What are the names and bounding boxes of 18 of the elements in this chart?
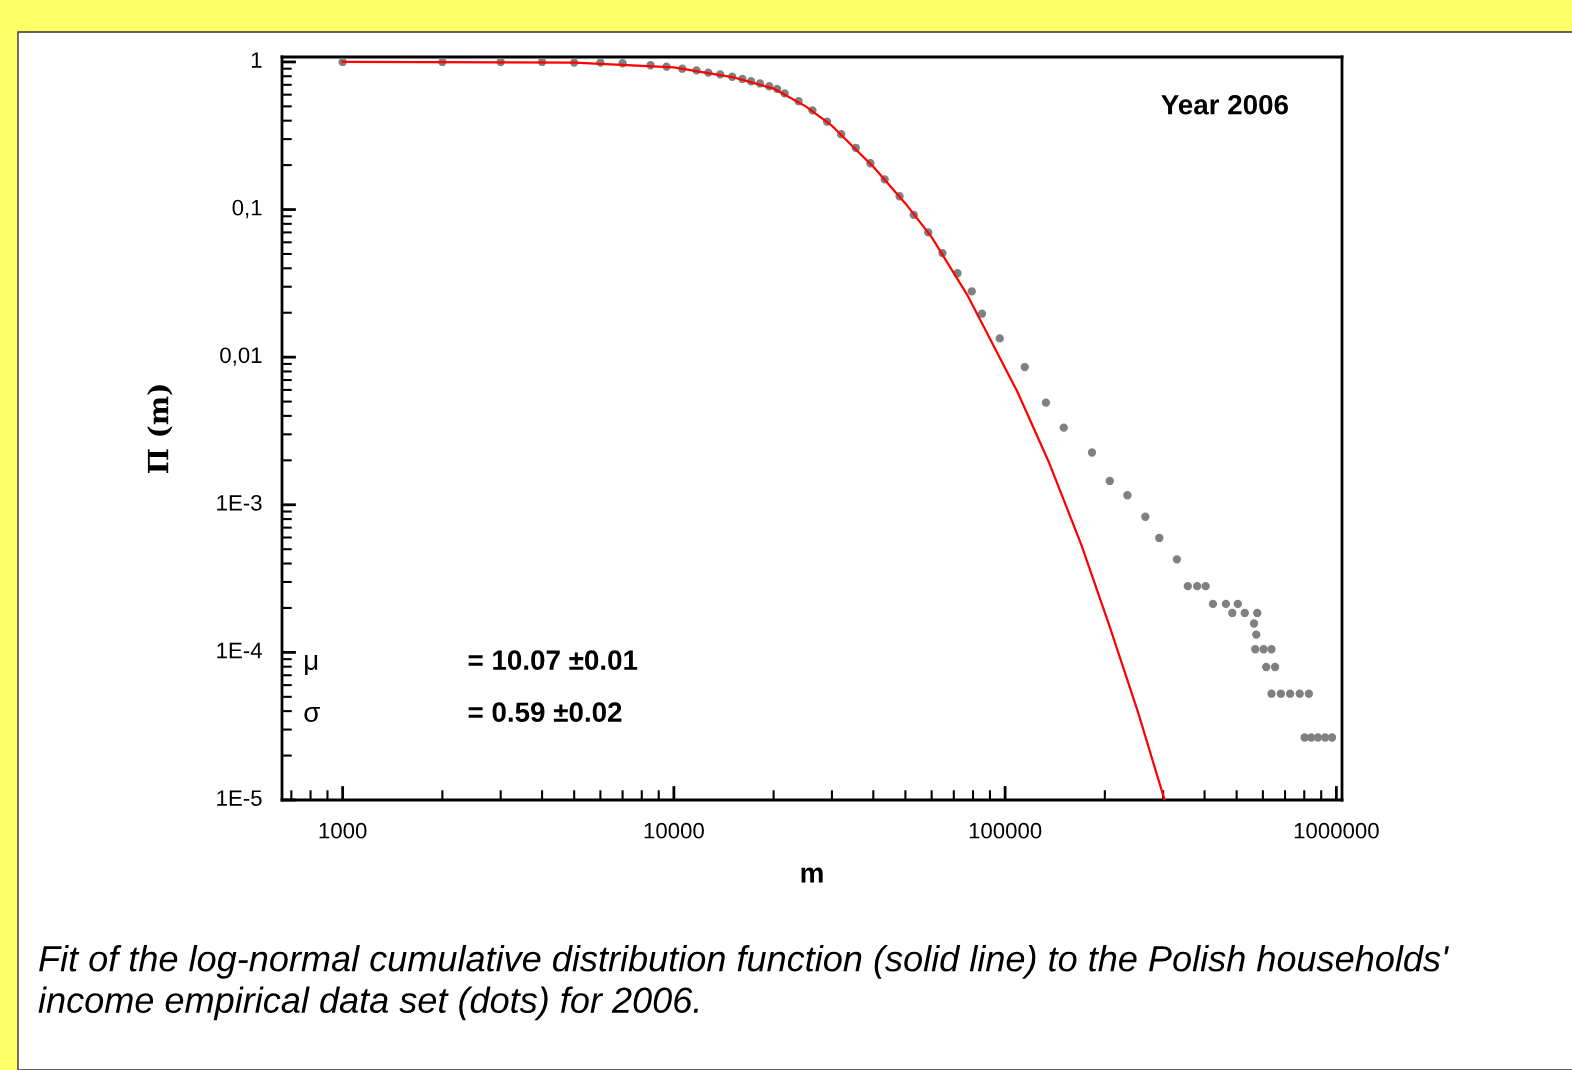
- y-tick-label: 0,01: [220, 347, 262, 366]
- y-tick-label: 0,1: [232, 199, 262, 219]
- x-axis-title: m: [801, 867, 823, 883]
- y-tick-label: 1: [251, 52, 262, 68]
- annotation: = 10.07 ±0.01: [468, 650, 638, 670]
- y-tick-label: 1E-3: [217, 495, 262, 511]
- annotation: σ: [304, 707, 320, 723]
- y-axis-title: Π (m): [147, 385, 173, 473]
- x-tick-label: 1000: [319, 822, 367, 839]
- annotation: μ: [305, 655, 318, 676]
- annotation: = 0.59 ±0.02: [468, 702, 622, 723]
- y-tick-label: 1E-5: [217, 790, 262, 806]
- x-tick-label: 10000: [644, 822, 704, 839]
- annotation: Year 2006: [1161, 94, 1288, 115]
- x-tick-label: 1000000: [1294, 822, 1379, 839]
- text: Fit of the log-normal cumulative distribution function (solid line) to the Polish households' income empirical data set (dots) for 2006.: [38, 945, 1449, 1021]
- x-tick-label: 100000: [969, 822, 1042, 839]
- y-tick-label: 1E-4: [217, 642, 262, 659]
